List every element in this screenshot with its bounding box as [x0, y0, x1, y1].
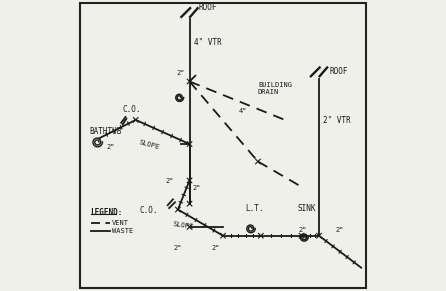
Text: SINK: SINK [297, 204, 316, 212]
Text: 2": 2" [335, 228, 344, 233]
Text: ROOF: ROOF [198, 3, 217, 12]
Text: 2": 2" [211, 245, 220, 251]
Text: BATHTUB: BATHTUB [89, 127, 121, 136]
Text: 2" VTR: 2" VTR [323, 116, 351, 125]
Text: 2": 2" [173, 245, 182, 251]
Text: 2": 2" [299, 228, 307, 233]
Text: LEGEND:: LEGEND: [91, 208, 123, 217]
Text: 2": 2" [165, 178, 174, 184]
Text: 4" VTR: 4" VTR [194, 38, 222, 47]
Text: ROOF: ROOF [329, 67, 348, 76]
Text: WASTE: WASTE [112, 228, 133, 234]
Text: C.O.: C.O. [139, 206, 157, 214]
Text: VENT: VENT [112, 220, 128, 226]
Text: 2": 2" [107, 144, 115, 150]
Text: SLOPE: SLOPE [138, 139, 160, 150]
Text: 2": 2" [192, 185, 201, 191]
Text: L.T.: L.T. [245, 204, 263, 212]
Text: 2": 2" [177, 70, 185, 76]
Text: SLOPE: SLOPE [173, 221, 194, 230]
Text: 4": 4" [239, 108, 248, 114]
Text: BUILDING
DRAIN: BUILDING DRAIN [258, 82, 292, 95]
Text: C.O.: C.O. [123, 105, 141, 113]
